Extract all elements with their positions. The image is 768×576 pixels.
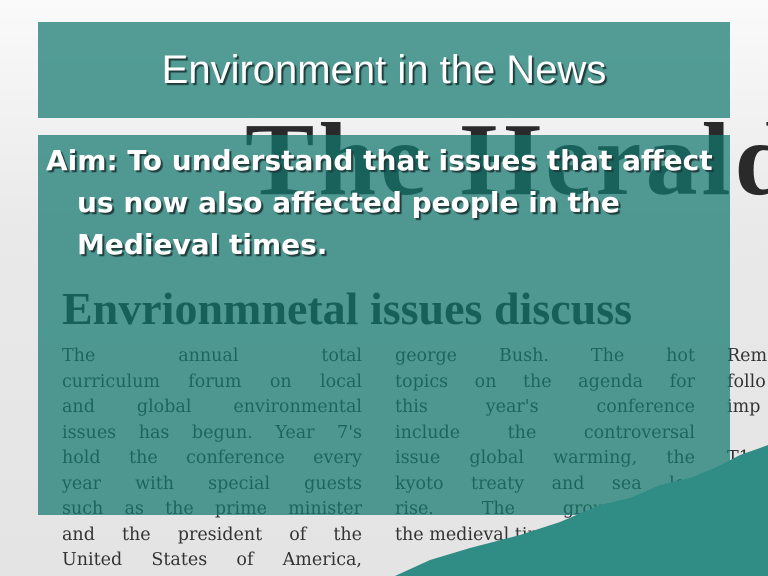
torn-paper-shape	[395, 445, 768, 576]
newspaper-column-line: United States of America,	[62, 550, 362, 570]
newspaper-column-line: imp	[727, 397, 761, 417]
newspaper-column-line: follo	[727, 371, 766, 392]
newspaper-column-line: and the president of the	[62, 524, 362, 545]
aim-text: Aim: To understand that issues that affe…	[46, 144, 713, 261]
body-panel	[38, 135, 730, 515]
slide-title: Environment in the News	[161, 48, 607, 92]
newspaper-column-line: Rem	[727, 346, 768, 366]
title-panel	[38, 22, 730, 118]
